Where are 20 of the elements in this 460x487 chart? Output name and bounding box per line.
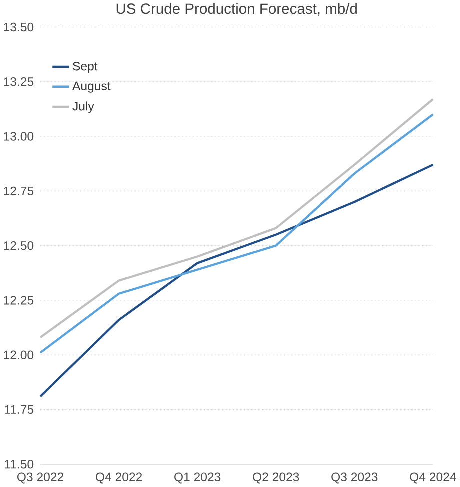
x-tick-label: Q4 2022 bbox=[96, 472, 142, 484]
y-tick-label: 13.25 bbox=[4, 78, 34, 86]
line-series bbox=[39, 164, 434, 398]
y-tick-label: 11.75 bbox=[5, 405, 34, 414]
y-tick-label: 12.50 bbox=[4, 241, 34, 250]
chart-title: US Crude Production Forecast, mb/d bbox=[116, 3, 357, 16]
y-tick-label: 13.00 bbox=[4, 132, 34, 141]
x-tick-label: Q1 2023 bbox=[174, 472, 221, 484]
y-tick-label: 12.00 bbox=[4, 350, 34, 360]
x-tick-label: Q4 2024 bbox=[410, 472, 456, 484]
legend-label: August bbox=[72, 82, 111, 93]
legend-label: July bbox=[72, 102, 94, 114]
y-tick-label: 12.75 bbox=[4, 186, 34, 196]
legend-label: Sept bbox=[73, 62, 98, 74]
y-tick-label: 13.50 bbox=[4, 22, 34, 32]
y-tick-label: 12.25 bbox=[4, 296, 34, 305]
x-tick-label: Q2 2023 bbox=[253, 472, 300, 484]
y-tick-label: 11.50 bbox=[5, 460, 34, 469]
x-tick-label: Q3 2023 bbox=[332, 472, 378, 484]
x-tick-label: Q3 2022 bbox=[17, 472, 64, 484]
